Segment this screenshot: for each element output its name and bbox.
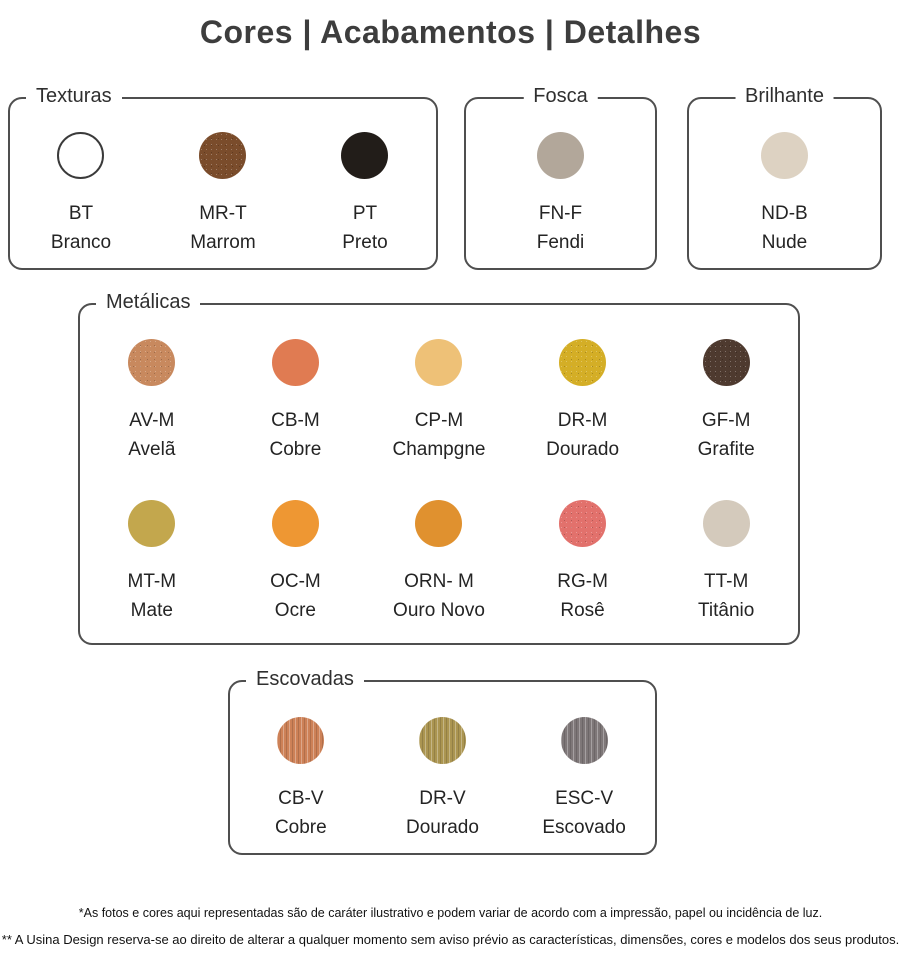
group-label-brilhante: Brilhante — [735, 85, 834, 108]
color-dot-ornm — [415, 500, 463, 547]
swatch-name: Escovado — [542, 817, 626, 838]
swatch-ornm-ouro-novo: ORN- M Ouro Novo — [367, 500, 511, 625]
swatch-ndb-nude: ND-B Nude — [689, 132, 880, 257]
swatch-name: Fendi — [536, 232, 585, 253]
swatch-code: CP-M — [414, 410, 464, 431]
swatch-code: FN-F — [538, 203, 583, 224]
color-dot-bt — [57, 132, 105, 179]
group-label-escovadas: Escovadas — [246, 668, 364, 691]
swatch-name: Nude — [761, 232, 808, 253]
color-dot-ndb — [761, 132, 808, 179]
color-dot-drv — [418, 717, 466, 764]
color-dot-cbm — [271, 339, 319, 386]
color-dot-cpm — [415, 339, 463, 386]
group-label-texturas: Texturas — [26, 85, 122, 108]
group-box-fosca: Fosca FN-F Fendi — [464, 85, 657, 270]
color-dot-ocm — [271, 500, 319, 547]
swatch-code: TT-M — [704, 571, 749, 592]
footer-note-2: ** A Usina Design reserva-se ao direito … — [1, 932, 900, 947]
swatch-code: ND-B — [761, 203, 808, 224]
group-label-metalicas: Metálicas — [96, 291, 201, 314]
swatch-name: Champgne — [392, 439, 486, 460]
swatch-mrt-marrom: MR-T Marrom — [152, 132, 294, 257]
swatch-gfm-grafite: GF-M Grafite — [654, 339, 798, 464]
swatch-code: ESC-V — [555, 788, 614, 809]
swatch-name: Rosê — [560, 600, 605, 621]
swatch-row: ND-B Nude — [689, 132, 880, 257]
group-box-brilhante: Brilhante ND-B Nude — [687, 85, 882, 270]
color-dot-rgm — [559, 500, 607, 547]
group-box-escovadas: Escovadas CB-V Cobre DR-V Dourado ESC-V … — [228, 668, 657, 855]
swatch-code: GF-M — [701, 410, 751, 431]
swatch-mtm-mate: MT-M Mate — [80, 500, 224, 625]
page-title: Cores | Acabamentos | Detalhes — [199, 14, 702, 50]
color-dot-fnf — [537, 132, 584, 179]
swatch-code: CB-V — [278, 788, 324, 809]
swatch-name: Cobre — [274, 817, 327, 838]
swatch-name: Marrom — [190, 232, 256, 253]
swatch-name: Preto — [342, 232, 388, 253]
swatch-name: Mate — [130, 600, 173, 621]
swatch-code: PT — [352, 203, 378, 224]
swatch-name: Dourado — [406, 817, 479, 838]
swatch-name: Cobre — [269, 439, 322, 460]
swatch-pt-preto: PT Preto — [294, 132, 436, 257]
swatch-avm-avela: AV-M Avelã — [80, 339, 224, 464]
swatch-row: CB-V Cobre DR-V Dourado ESC-V Escovado — [230, 717, 655, 842]
swatch-code: DR-M — [557, 410, 608, 431]
swatch-bt-branco: BT Branco — [10, 132, 152, 257]
swatch-row: BT Branco MR-T Marrom PT Preto — [10, 132, 436, 257]
swatch-code: AV-M — [129, 410, 175, 431]
swatch-grid: AV-M Avelã CB-M Cobre CP-M Champgne DR-M… — [80, 339, 798, 625]
swatch-row: FN-F Fendi — [466, 132, 655, 257]
swatch-code: CB-M — [271, 410, 320, 431]
swatch-name: Avelã — [128, 439, 176, 460]
swatch-name: Branco — [50, 232, 112, 253]
swatch-ttm-titanio: TT-M Titânio — [654, 500, 798, 625]
color-dot-gfm — [702, 339, 750, 386]
swatch-code: ORN- M — [404, 571, 474, 592]
color-dot-cbv — [277, 717, 325, 764]
swatch-name: Dourado — [546, 439, 620, 460]
swatch-code: OC-M — [270, 571, 321, 592]
color-dot-mrt — [199, 132, 247, 179]
swatch-code: RG-M — [557, 571, 608, 592]
swatch-fnf-fendi: FN-F Fendi — [466, 132, 655, 257]
swatch-drv-dourado: DR-V Dourado — [372, 717, 514, 842]
footer-disclaimer: *As fotos e cores aqui representadas são… — [0, 900, 901, 954]
group-box-metalicas: Metálicas AV-M Avelã CB-M Cobre CP-M Cha… — [78, 291, 800, 645]
swatch-code: MR-T — [199, 203, 247, 224]
group-box-texturas: Texturas BT Branco MR-T Marrom PT Preto — [8, 85, 438, 270]
swatch-drm-dourado: DR-M Dourado — [511, 339, 655, 464]
swatch-code: BT — [68, 203, 94, 224]
footer-note-1: *As fotos e cores aqui representadas são… — [78, 906, 823, 920]
swatch-cbm-cobre: CB-M Cobre — [224, 339, 368, 464]
swatch-name: Titânio — [698, 600, 755, 621]
swatch-cpm-champgne: CP-M Champgne — [367, 339, 511, 464]
color-dot-escv — [560, 717, 608, 764]
color-dot-avm — [128, 339, 176, 386]
color-dot-drm — [559, 339, 607, 386]
color-dot-pt — [341, 132, 389, 179]
swatch-ocm-ocre: OC-M Ocre — [224, 500, 368, 625]
swatch-name: Ouro Novo — [393, 600, 485, 621]
group-label-fosca: Fosca — [523, 85, 598, 108]
swatch-cbv-cobre: CB-V Cobre — [230, 717, 372, 842]
swatch-name: Ocre — [274, 600, 316, 621]
color-dot-mtm — [128, 500, 176, 547]
color-dot-ttm — [702, 500, 750, 547]
swatch-escv-escovado: ESC-V Escovado — [513, 717, 655, 842]
swatch-name: Grafite — [697, 439, 755, 460]
swatch-rgm-rose: RG-M Rosê — [511, 500, 655, 625]
swatch-code: MT-M — [127, 571, 177, 592]
swatch-code: DR-V — [419, 788, 466, 809]
